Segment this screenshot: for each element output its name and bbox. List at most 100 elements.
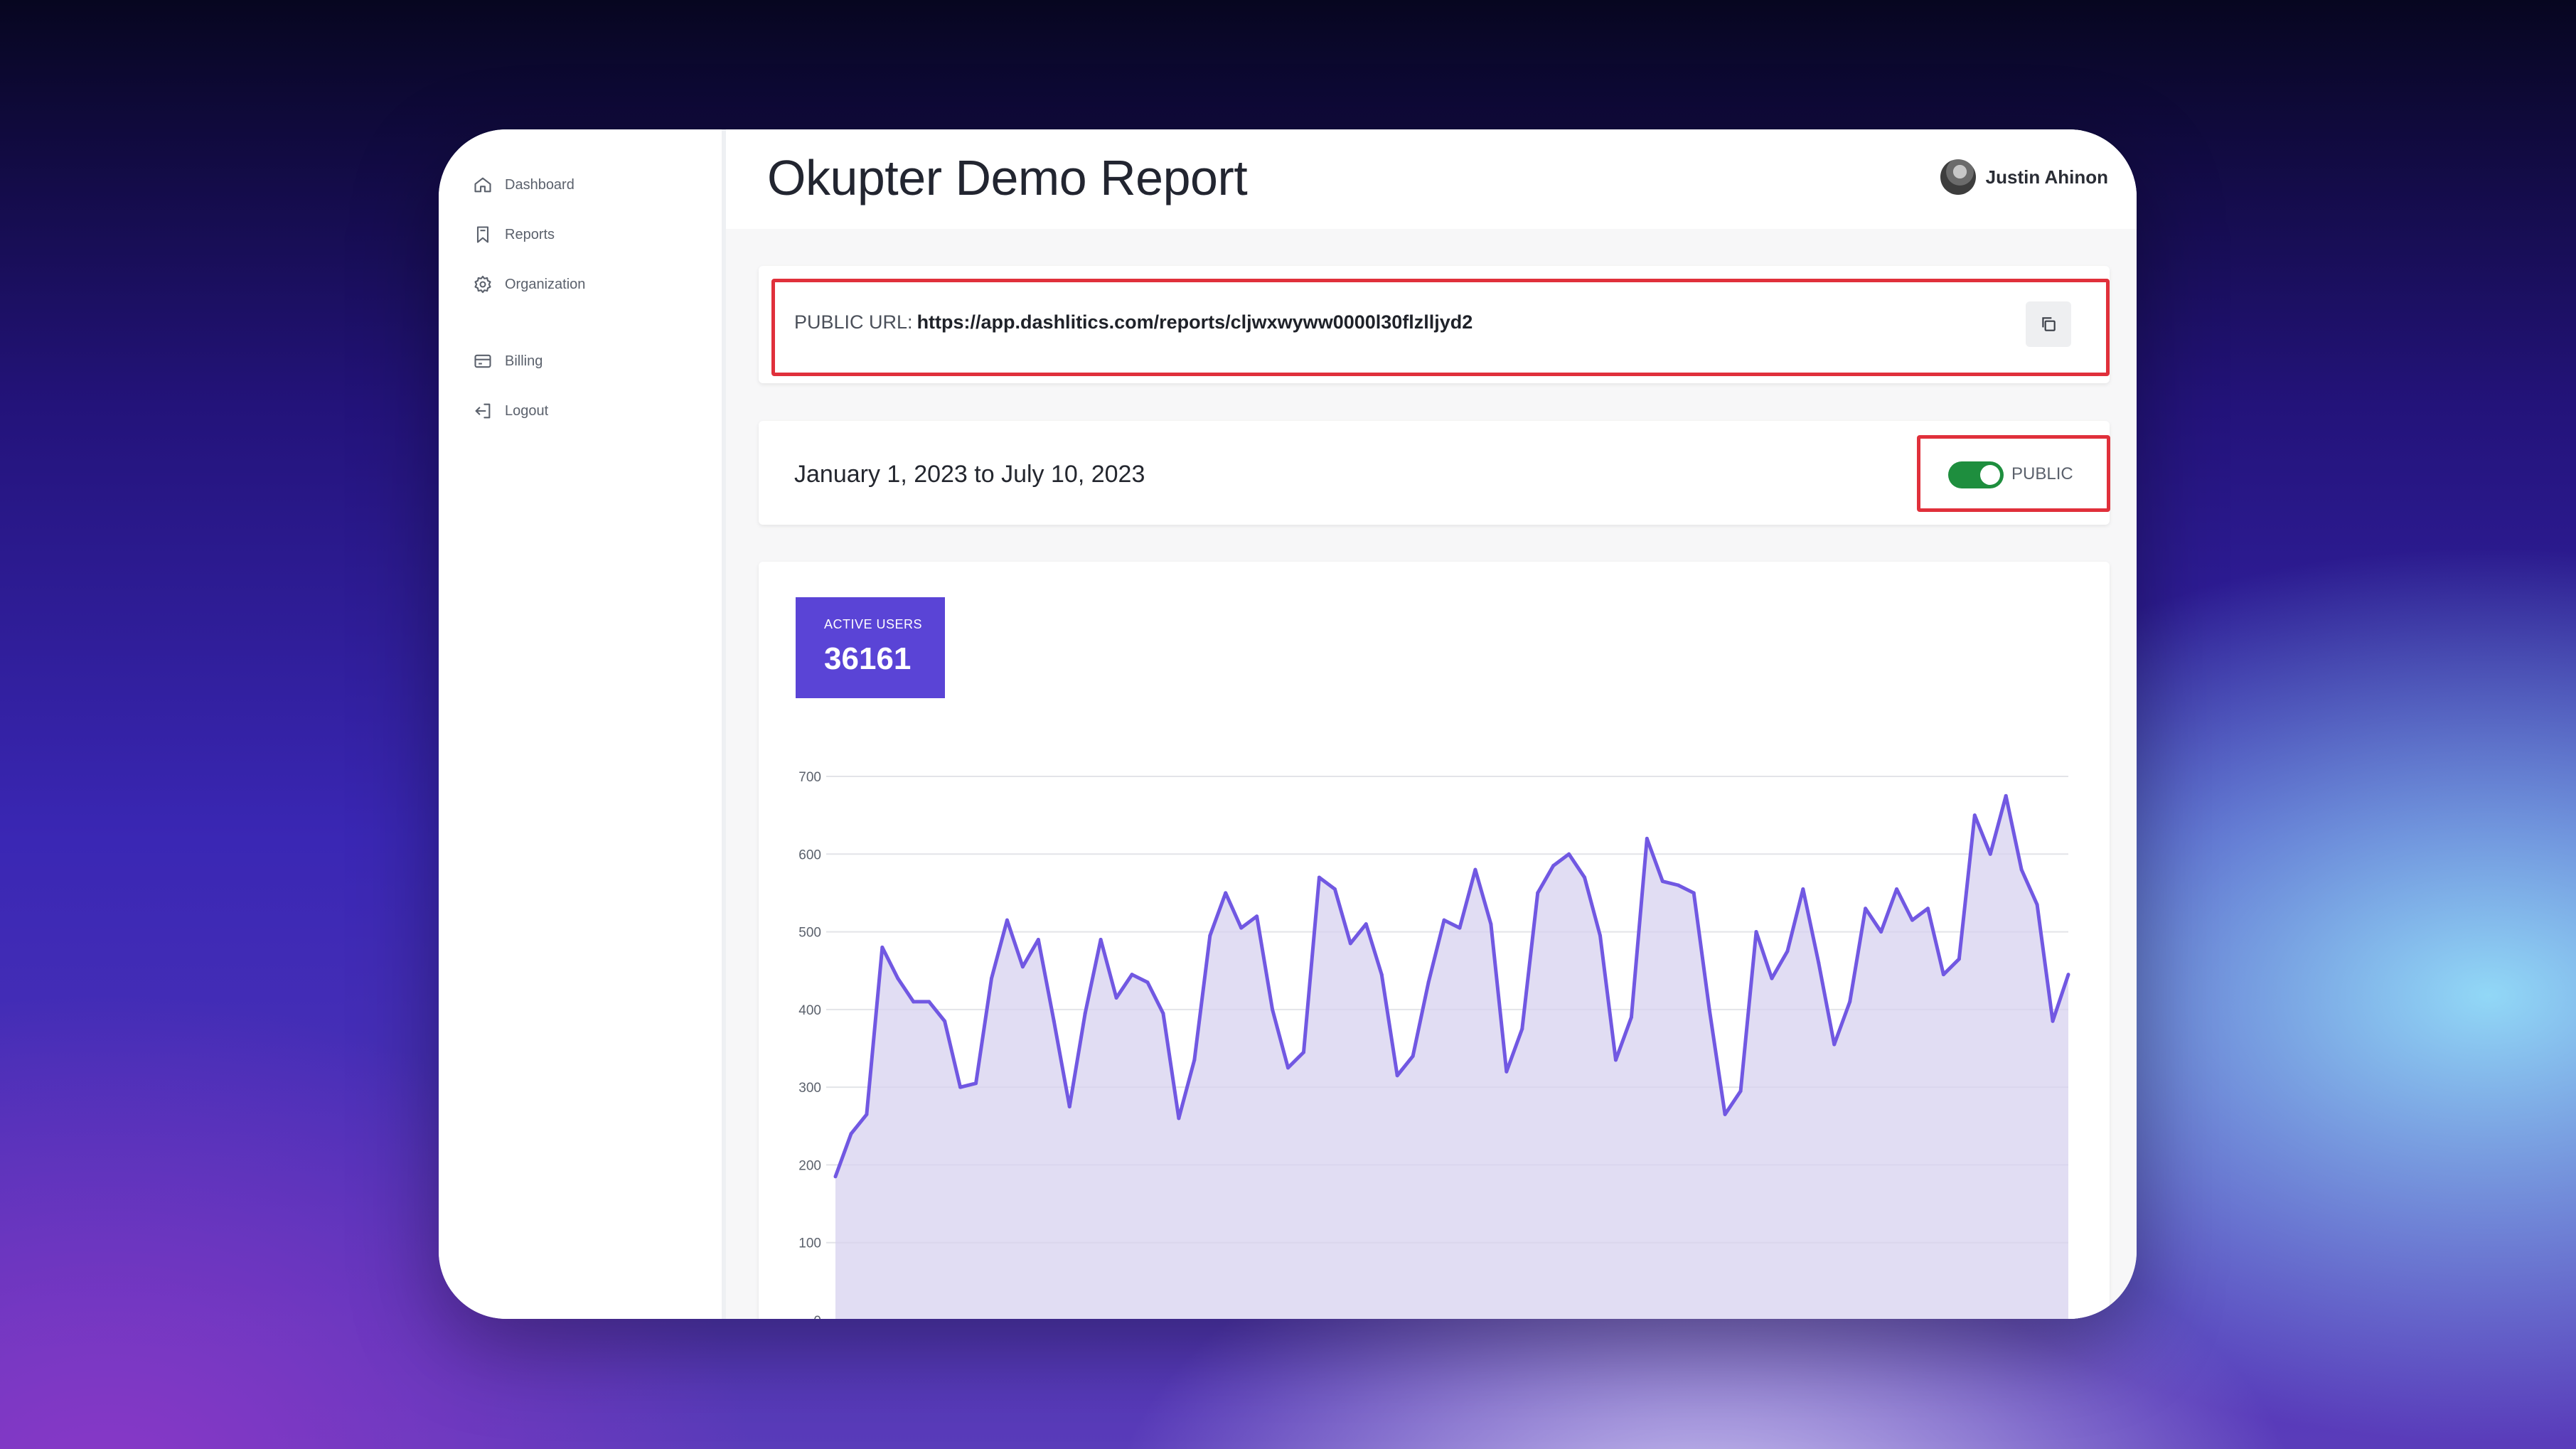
sidebar-item-logout[interactable]: Logout (473, 397, 548, 425)
y-tick-label: 400 (798, 1003, 821, 1018)
gear-icon (474, 275, 491, 294)
data-point (1239, 926, 1244, 930)
data-point (1255, 914, 1259, 919)
data-point (1972, 813, 1977, 818)
series-line (833, 793, 2070, 1177)
data-point (2035, 902, 2039, 907)
data-point (1598, 934, 1603, 938)
stat-label: ACTIVE USERS (824, 617, 923, 631)
data-point (958, 1085, 963, 1089)
data-point (1036, 938, 1040, 941)
data-point (1364, 922, 1368, 926)
toggle-knob (1980, 465, 2000, 485)
data-point (1754, 930, 1758, 934)
data-point (1660, 879, 1664, 884)
data-point (1145, 980, 1150, 985)
y-tick-label: 200 (798, 1158, 821, 1173)
sidebar-item-reports[interactable]: Reports (473, 220, 555, 249)
data-point (989, 976, 993, 980)
copy-url-button[interactable] (2026, 301, 2071, 347)
y-tick-label: 500 (798, 926, 821, 941)
chart-card: ACTIVE USERS 36161 0 100 200 300 400 500 600 70… (759, 562, 2110, 1319)
avatar (1940, 159, 1976, 195)
data-point (1379, 973, 1384, 977)
data-point (1411, 1054, 1415, 1058)
billing-icon (474, 354, 491, 368)
public-toggle[interactable] (1948, 461, 2004, 488)
active-users-chart: 0 100 200 300 400 500 600 700 (798, 770, 2070, 1319)
data-point (912, 1000, 916, 1004)
data-point (1348, 941, 1352, 946)
data-point (1020, 965, 1025, 969)
sidebar-item-billing[interactable]: Billing (473, 347, 543, 375)
data-point (1817, 961, 1821, 965)
date-range-text: January 1, 2023 to July 10, 2023 (794, 461, 1145, 488)
data-point (1130, 973, 1134, 977)
data-point (1161, 1011, 1165, 1015)
data-point (1613, 1058, 1618, 1062)
data-point (880, 945, 885, 949)
data-point (974, 1081, 978, 1086)
y-tick-label: 100 (798, 1236, 821, 1251)
data-point (1879, 930, 1883, 934)
page-title: Okupter Demo Report (767, 150, 1248, 205)
data-point (849, 1132, 853, 1136)
data-point (1192, 1058, 1197, 1062)
data-point (1551, 864, 1556, 868)
data-point (1286, 1066, 1290, 1070)
data-point (1567, 852, 1571, 856)
data-point (1099, 938, 1103, 941)
public-url-value[interactable]: https://app.dashlitics.com/reports/cljwx… (916, 311, 1473, 333)
data-point (1067, 1104, 1071, 1108)
app-window: Dashboard Reports Organization Billing L… (439, 129, 2137, 1319)
data-point (1442, 918, 1446, 922)
data-point (1895, 887, 1899, 891)
highlight-outline (1917, 435, 2110, 512)
y-tick-label: 300 (798, 1081, 821, 1096)
sidebar-item-organization[interactable]: Organization (473, 270, 585, 299)
data-point (1208, 934, 1212, 938)
sidebar-item-dashboard[interactable]: Dashboard (473, 171, 574, 199)
highlight-outline (771, 279, 2110, 376)
data-point (1473, 867, 1477, 872)
data-point (1691, 891, 1696, 895)
data-point (1910, 918, 1915, 922)
copy-icon (2042, 317, 2056, 331)
data-point (1083, 1011, 1087, 1015)
data-point (1224, 891, 1228, 895)
data-point (1536, 891, 1540, 895)
data-point (1505, 1069, 1509, 1074)
data-point (943, 1019, 947, 1023)
active-users-stat: ACTIVE USERS 36161 (796, 597, 945, 698)
data-point (1707, 1007, 1711, 1012)
sidebar-item-label: Logout (505, 402, 549, 419)
data-point (1426, 980, 1431, 985)
user-name: Justin Ahinon (1985, 166, 2108, 188)
data-point (2066, 973, 2070, 977)
data-point (1489, 922, 1493, 926)
data-point (2051, 1019, 2055, 1023)
public-url-text: PUBLIC URL: https://app.dashlitics.com/re… (794, 311, 1473, 333)
header: Okupter Demo Report Justin Ahinon (726, 129, 2137, 229)
data-point (1301, 1050, 1305, 1054)
public-url-label: PUBLIC URL: (794, 311, 913, 333)
date-range-card: January 1, 2023 to July 10, 2023 PUBLIC (759, 421, 2110, 525)
data-point (1832, 1042, 1837, 1047)
data-point (833, 1175, 838, 1179)
data-point (1941, 973, 1945, 977)
stat-value: 36161 (824, 641, 912, 676)
logout-icon (475, 403, 491, 419)
data-point (1988, 852, 1992, 856)
main-content: Okupter Demo Report Justin Ahinon PUBLIC… (726, 129, 2137, 1319)
bookmark-icon (476, 226, 489, 243)
sidebar-item-label: Reports (505, 226, 555, 242)
data-point (2004, 793, 2008, 798)
sidebar-item-label: Organization (505, 276, 586, 292)
series-area (835, 796, 2068, 1319)
data-point (1676, 883, 1680, 887)
user-menu[interactable]: Justin Ahinon (1940, 159, 2108, 195)
sidebar-item-label: Dashboard (505, 176, 574, 193)
data-point (1052, 1019, 1056, 1023)
sidebar-item-label: Billing (505, 353, 543, 369)
data-point (1583, 875, 1587, 879)
